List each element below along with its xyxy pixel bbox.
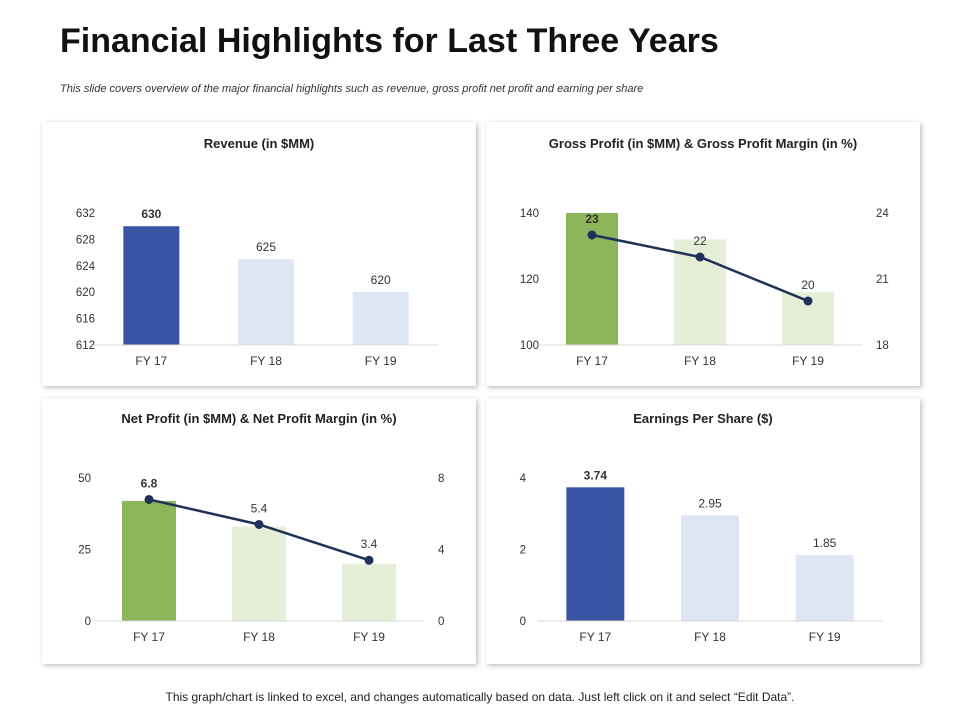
y-tick-label: 25 <box>78 545 91 557</box>
data-label: 630 <box>141 207 161 221</box>
chart-title: Net Profit (in $MM) & Net Profit Margin … <box>121 411 396 426</box>
bar-fy-18 <box>681 515 739 621</box>
bar-fy-18 <box>232 526 286 621</box>
footer-note: This graph/chart is linked to excel, and… <box>165 690 795 704</box>
y2-tick-label: 24 <box>876 208 889 220</box>
y2-tick-label: 0 <box>438 616 444 628</box>
x-tick-label: FY 18 <box>243 630 275 644</box>
line-label: 23 <box>585 212 599 226</box>
y-tick-label: 120 <box>520 274 539 286</box>
bar-fy-17 <box>123 226 180 345</box>
line-point <box>144 494 154 504</box>
y-tick-label: 50 <box>78 473 91 485</box>
y-tick-label: 624 <box>76 261 96 273</box>
line-point <box>695 252 705 262</box>
y-tick-label: 0 <box>85 616 91 628</box>
bar-fy-19 <box>795 554 854 621</box>
net-profit-chart: Net Profit (in $MM) & Net Profit Margin … <box>78 411 445 644</box>
y2-tick-label: 8 <box>438 473 444 485</box>
y2-tick-label: 21 <box>876 274 889 286</box>
eps-chart: Earnings Per Share ($) 0 2 4 3.74 2.95 1.85 FY … <box>520 411 882 644</box>
eps-chart-panel[interactable]: Earnings Per Share ($) 0 2 4 3.74 2.95 1.85 FY … <box>486 398 920 664</box>
page-subtitle: This slide covers overview of the major … <box>60 83 644 95</box>
line-label: 5.4 <box>251 501 268 515</box>
x-tick-label: FY 18 <box>684 354 716 368</box>
line-point <box>803 296 813 306</box>
x-tick-label: FY 17 <box>135 354 167 368</box>
line-label: 6.8 <box>141 476 158 490</box>
line-label: 22 <box>693 234 707 248</box>
line-point <box>587 230 597 240</box>
gross-profit-chart-panel[interactable]: Gross Profit (in $MM) & Gross Profit Mar… <box>486 122 920 386</box>
data-label: 3.74 <box>584 468 608 482</box>
bar-fy-19 <box>342 563 396 621</box>
revenue-chart: Revenue (in $MM) 612 616 620 624 628 632 630 625… <box>76 136 438 368</box>
line-label: 20 <box>801 278 815 292</box>
data-label: 1.85 <box>813 536 837 550</box>
y-tick-label: 632 <box>76 208 95 220</box>
x-tick-label: FY 19 <box>809 630 841 644</box>
y-tick-label: 612 <box>76 340 95 352</box>
y2-tick-label: 4 <box>438 545 445 557</box>
y-tick-label: 4 <box>520 473 527 485</box>
chart-title: Earnings Per Share ($) <box>633 411 772 426</box>
page-title: Financial Highlights for Last Three Year… <box>60 22 719 60</box>
x-tick-label: FY 17 <box>133 630 165 644</box>
x-tick-label: FY 19 <box>792 354 824 368</box>
net-profit-chart-panel[interactable]: Net Profit (in $MM) & Net Profit Margin … <box>42 398 476 664</box>
y-tick-label: 620 <box>76 287 95 299</box>
y-tick-label: 616 <box>76 314 95 326</box>
y-tick-label: 140 <box>520 208 539 220</box>
revenue-chart-panel[interactable]: Revenue (in $MM) 612 616 620 624 628 632 630 625… <box>42 122 476 386</box>
y-tick-label: 100 <box>520 340 539 352</box>
bar-fy-19 <box>352 292 409 345</box>
y-tick-label: 2 <box>520 545 526 557</box>
x-tick-label: FY 19 <box>365 354 397 368</box>
bar-fy-17 <box>566 487 625 621</box>
x-tick-label: FY 17 <box>579 630 611 644</box>
y-tick-label: 628 <box>76 234 95 246</box>
chart-title: Gross Profit (in $MM) & Gross Profit Mar… <box>549 136 857 151</box>
gross-profit-chart: Gross Profit (in $MM) & Gross Profit Mar… <box>520 136 890 368</box>
x-tick-label: FY 19 <box>353 630 385 644</box>
line-point <box>254 519 264 529</box>
chart-title: Revenue (in $MM) <box>204 136 315 151</box>
y2-tick-label: 18 <box>876 340 889 352</box>
line-point <box>364 555 374 565</box>
data-label: 620 <box>371 273 391 287</box>
x-tick-label: FY 18 <box>694 630 726 644</box>
y-tick-label: 0 <box>520 616 526 628</box>
data-label: 625 <box>256 240 276 254</box>
bar-fy-18 <box>238 259 294 345</box>
bar-fy-17 <box>122 500 176 621</box>
data-label: 2.95 <box>698 497 722 511</box>
line-label: 3.4 <box>361 537 378 551</box>
x-tick-label: FY 17 <box>576 354 608 368</box>
x-tick-label: FY 18 <box>250 354 282 368</box>
